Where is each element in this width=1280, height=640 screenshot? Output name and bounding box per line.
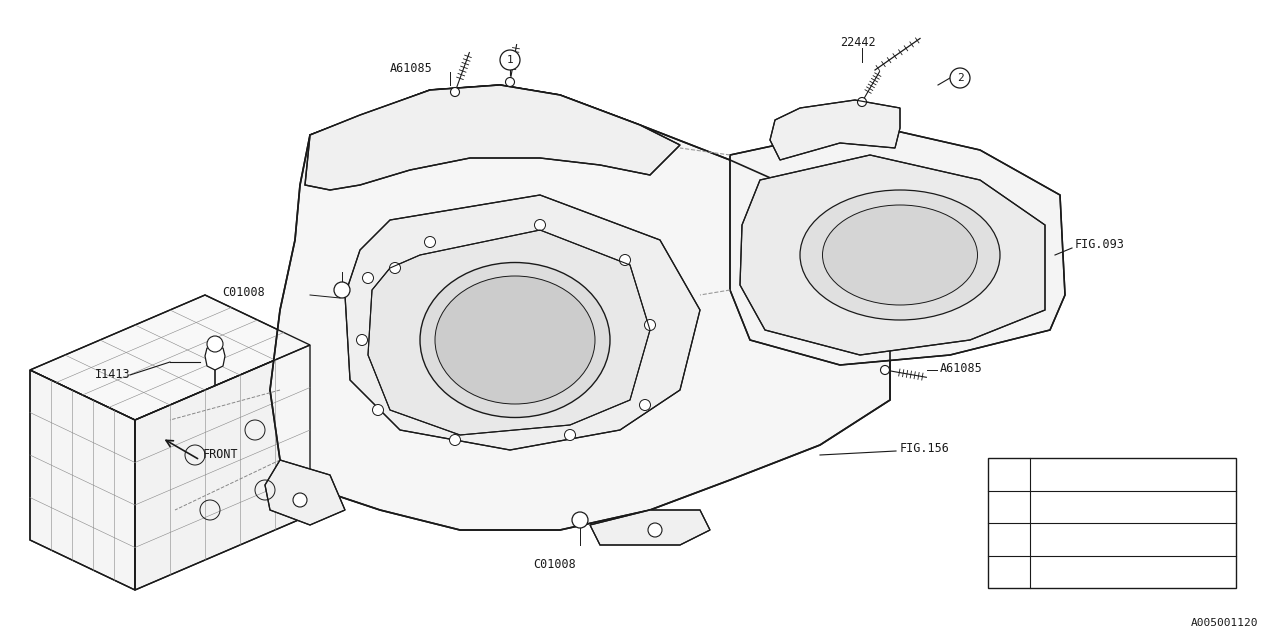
- Ellipse shape: [420, 262, 611, 417]
- Text: FIG.156: FIG.156: [900, 442, 950, 454]
- Text: A61086 <MT>: A61086 <MT>: [1038, 567, 1112, 577]
- Text: I1413: I1413: [95, 369, 131, 381]
- Text: FRONT: FRONT: [204, 449, 238, 461]
- Bar: [988, 458, 1236, 588]
- Text: 2: 2: [956, 73, 964, 83]
- Circle shape: [620, 255, 631, 266]
- Circle shape: [640, 399, 650, 410]
- Text: 22442: 22442: [840, 36, 876, 49]
- Polygon shape: [730, 125, 1065, 365]
- Circle shape: [858, 97, 867, 106]
- Circle shape: [207, 336, 223, 352]
- Circle shape: [881, 365, 890, 374]
- Polygon shape: [205, 348, 225, 370]
- Ellipse shape: [823, 205, 978, 305]
- Polygon shape: [346, 195, 700, 450]
- Text: C01008: C01008: [534, 558, 576, 571]
- Circle shape: [506, 77, 515, 86]
- Circle shape: [648, 523, 662, 537]
- Text: A005001120: A005001120: [1190, 618, 1258, 628]
- Polygon shape: [740, 155, 1044, 355]
- Circle shape: [535, 220, 545, 230]
- Polygon shape: [590, 510, 710, 545]
- Text: A61085: A61085: [940, 362, 983, 374]
- Text: A61085 <CVT>: A61085 <CVT>: [1038, 534, 1119, 544]
- Circle shape: [500, 50, 520, 70]
- Text: 1: 1: [507, 55, 513, 65]
- Polygon shape: [270, 85, 890, 530]
- Text: 2: 2: [1006, 469, 1012, 479]
- Text: C01008: C01008: [223, 287, 265, 300]
- Circle shape: [998, 463, 1020, 485]
- Circle shape: [572, 512, 588, 528]
- Circle shape: [389, 262, 401, 273]
- Circle shape: [451, 88, 460, 97]
- Circle shape: [645, 319, 655, 330]
- Polygon shape: [265, 460, 346, 525]
- Circle shape: [334, 282, 349, 298]
- Circle shape: [362, 273, 374, 284]
- Text: 1: 1: [1006, 534, 1012, 544]
- Polygon shape: [305, 85, 680, 190]
- Text: A61085: A61085: [390, 61, 433, 74]
- Circle shape: [357, 335, 367, 346]
- Ellipse shape: [435, 276, 595, 404]
- Polygon shape: [369, 230, 650, 435]
- Ellipse shape: [800, 190, 1000, 320]
- Circle shape: [449, 435, 461, 445]
- Text: A61086 <MT>: A61086 <MT>: [1038, 502, 1112, 512]
- Circle shape: [293, 493, 307, 507]
- Polygon shape: [29, 295, 310, 420]
- Circle shape: [564, 429, 576, 440]
- Polygon shape: [134, 345, 310, 590]
- Text: FIG.093: FIG.093: [1075, 239, 1125, 252]
- Polygon shape: [29, 370, 134, 590]
- Polygon shape: [771, 100, 900, 160]
- Circle shape: [998, 528, 1020, 550]
- Text: A61088 <CVT>: A61088 <CVT>: [1038, 469, 1119, 479]
- Circle shape: [372, 404, 384, 415]
- Circle shape: [425, 237, 435, 248]
- Circle shape: [950, 68, 970, 88]
